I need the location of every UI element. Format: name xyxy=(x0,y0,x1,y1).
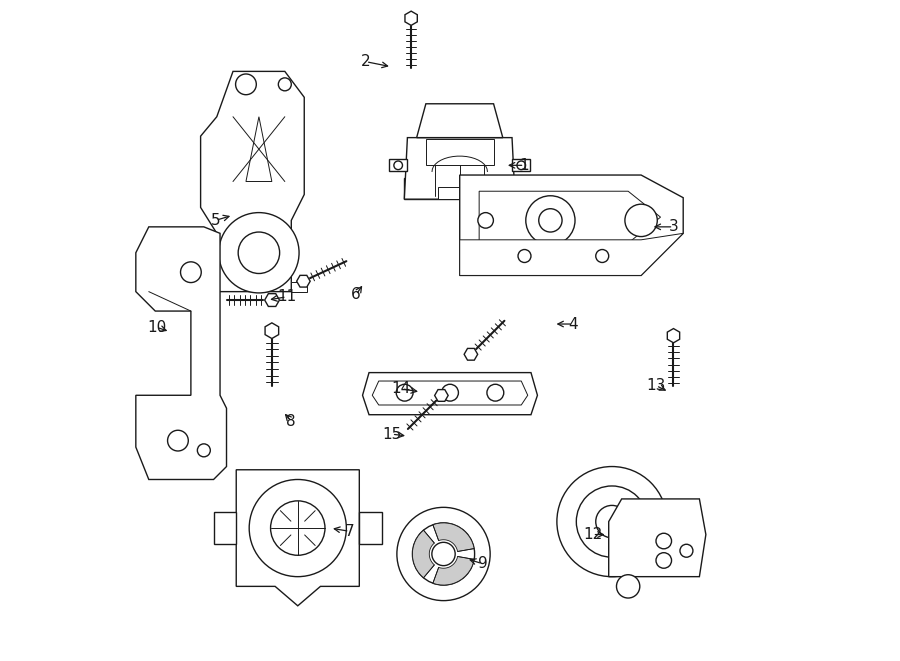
Polygon shape xyxy=(479,191,661,243)
Polygon shape xyxy=(246,117,272,182)
Text: 12: 12 xyxy=(583,527,602,542)
Circle shape xyxy=(539,209,562,232)
Circle shape xyxy=(442,384,458,401)
Circle shape xyxy=(238,232,280,274)
Polygon shape xyxy=(363,373,537,414)
Circle shape xyxy=(680,544,693,557)
Polygon shape xyxy=(433,557,474,585)
Polygon shape xyxy=(417,104,503,137)
Circle shape xyxy=(625,204,657,237)
Circle shape xyxy=(181,262,202,282)
Circle shape xyxy=(249,479,346,576)
Polygon shape xyxy=(266,323,279,338)
Circle shape xyxy=(396,384,413,401)
Polygon shape xyxy=(201,71,304,292)
Polygon shape xyxy=(608,499,706,576)
Circle shape xyxy=(526,196,575,245)
Text: 8: 8 xyxy=(286,414,296,429)
Circle shape xyxy=(394,161,402,170)
Text: 11: 11 xyxy=(277,290,296,304)
Polygon shape xyxy=(297,276,310,287)
Polygon shape xyxy=(136,227,227,479)
Text: 5: 5 xyxy=(211,213,220,228)
Text: 10: 10 xyxy=(147,320,166,334)
Circle shape xyxy=(656,553,671,568)
Circle shape xyxy=(596,506,628,538)
Circle shape xyxy=(219,213,299,293)
Polygon shape xyxy=(426,139,493,165)
Circle shape xyxy=(656,533,671,549)
Circle shape xyxy=(478,213,493,228)
Polygon shape xyxy=(359,512,382,544)
Polygon shape xyxy=(460,233,683,276)
Circle shape xyxy=(596,250,608,262)
Text: 4: 4 xyxy=(568,317,578,332)
Circle shape xyxy=(487,384,504,401)
Text: 13: 13 xyxy=(646,378,666,393)
Circle shape xyxy=(616,574,640,598)
Polygon shape xyxy=(412,530,435,578)
Polygon shape xyxy=(201,282,217,292)
Polygon shape xyxy=(389,159,408,171)
Text: 14: 14 xyxy=(392,381,411,397)
Polygon shape xyxy=(460,175,683,276)
Circle shape xyxy=(576,486,648,557)
Circle shape xyxy=(557,467,667,576)
Circle shape xyxy=(197,444,211,457)
Circle shape xyxy=(271,501,325,555)
Polygon shape xyxy=(433,523,474,551)
Polygon shape xyxy=(213,512,236,544)
Text: 2: 2 xyxy=(361,54,371,69)
Polygon shape xyxy=(464,348,478,360)
Polygon shape xyxy=(404,137,515,199)
Circle shape xyxy=(397,508,490,601)
Circle shape xyxy=(518,250,531,262)
Text: 3: 3 xyxy=(669,219,679,235)
Polygon shape xyxy=(405,11,418,25)
Polygon shape xyxy=(435,389,448,401)
Text: 15: 15 xyxy=(382,426,401,442)
Circle shape xyxy=(167,430,188,451)
Polygon shape xyxy=(236,470,359,605)
Text: 9: 9 xyxy=(478,556,487,571)
Circle shape xyxy=(517,161,526,170)
Text: 7: 7 xyxy=(345,524,355,539)
Text: 6: 6 xyxy=(351,288,361,302)
Polygon shape xyxy=(373,381,527,405)
Polygon shape xyxy=(667,329,680,343)
Circle shape xyxy=(412,523,474,585)
Polygon shape xyxy=(512,159,530,171)
Polygon shape xyxy=(438,187,482,199)
Circle shape xyxy=(236,74,256,95)
Text: 1: 1 xyxy=(519,158,529,173)
Polygon shape xyxy=(404,178,515,199)
Circle shape xyxy=(278,78,292,91)
Polygon shape xyxy=(265,293,279,307)
Circle shape xyxy=(432,542,455,566)
Polygon shape xyxy=(292,282,308,292)
